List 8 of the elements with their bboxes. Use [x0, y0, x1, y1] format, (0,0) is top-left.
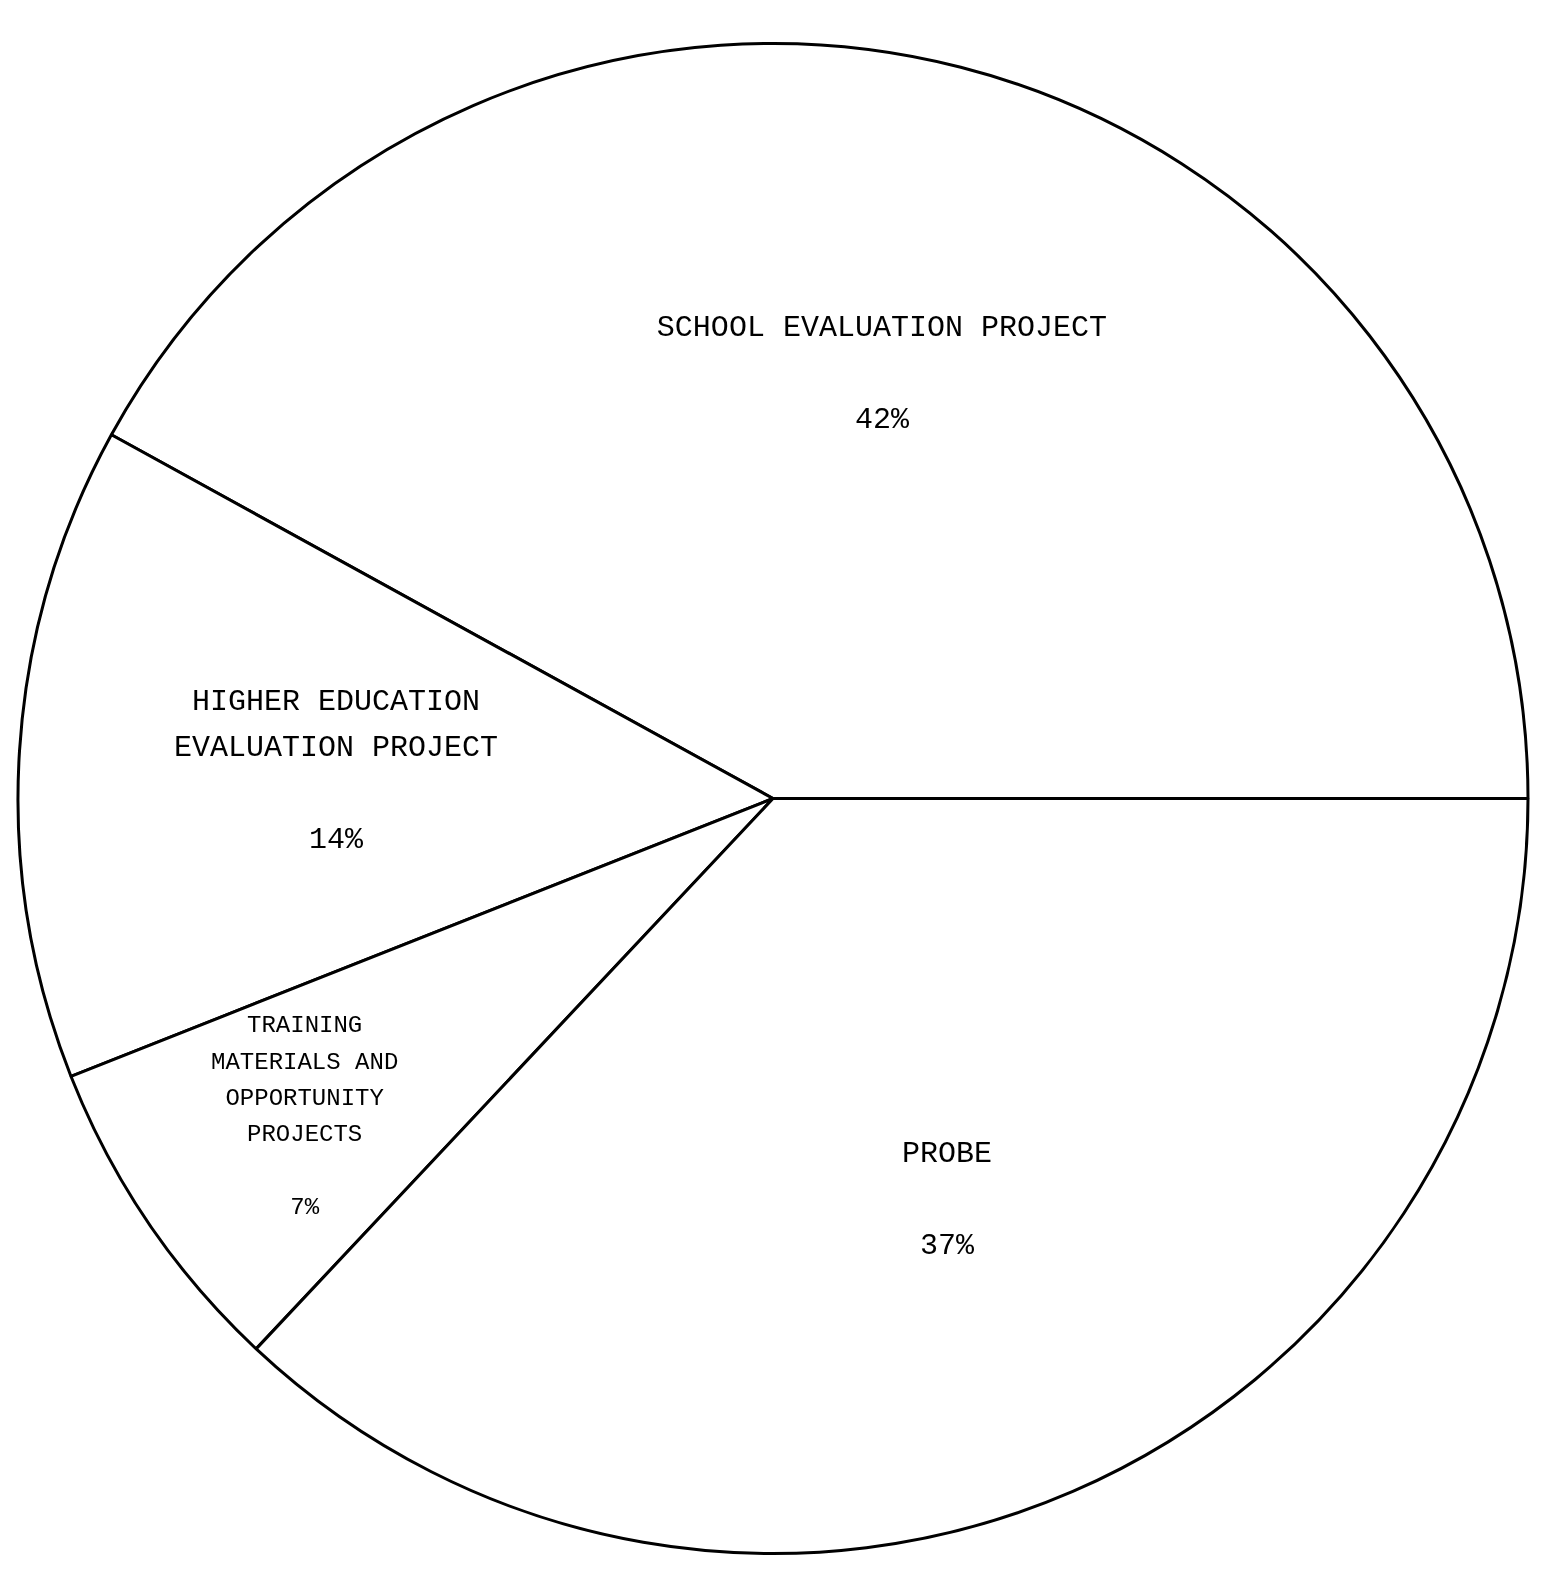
data-label: 37% [919, 1229, 975, 1264]
slice-label: PROBE [901, 1137, 992, 1172]
data-label: 42% [854, 403, 910, 438]
data-label: 7% [290, 1194, 320, 1222]
data-label: 14% [308, 822, 364, 857]
slice-label: SCHOOL EVALUATION PROJECT [656, 311, 1107, 346]
slice-label: HIGHER EDUCATION EVALUATION PROJECT [173, 685, 498, 766]
slice-label: TRAINING MATERIALS AND OPPORTUNITY PROJECTS [211, 1012, 399, 1149]
